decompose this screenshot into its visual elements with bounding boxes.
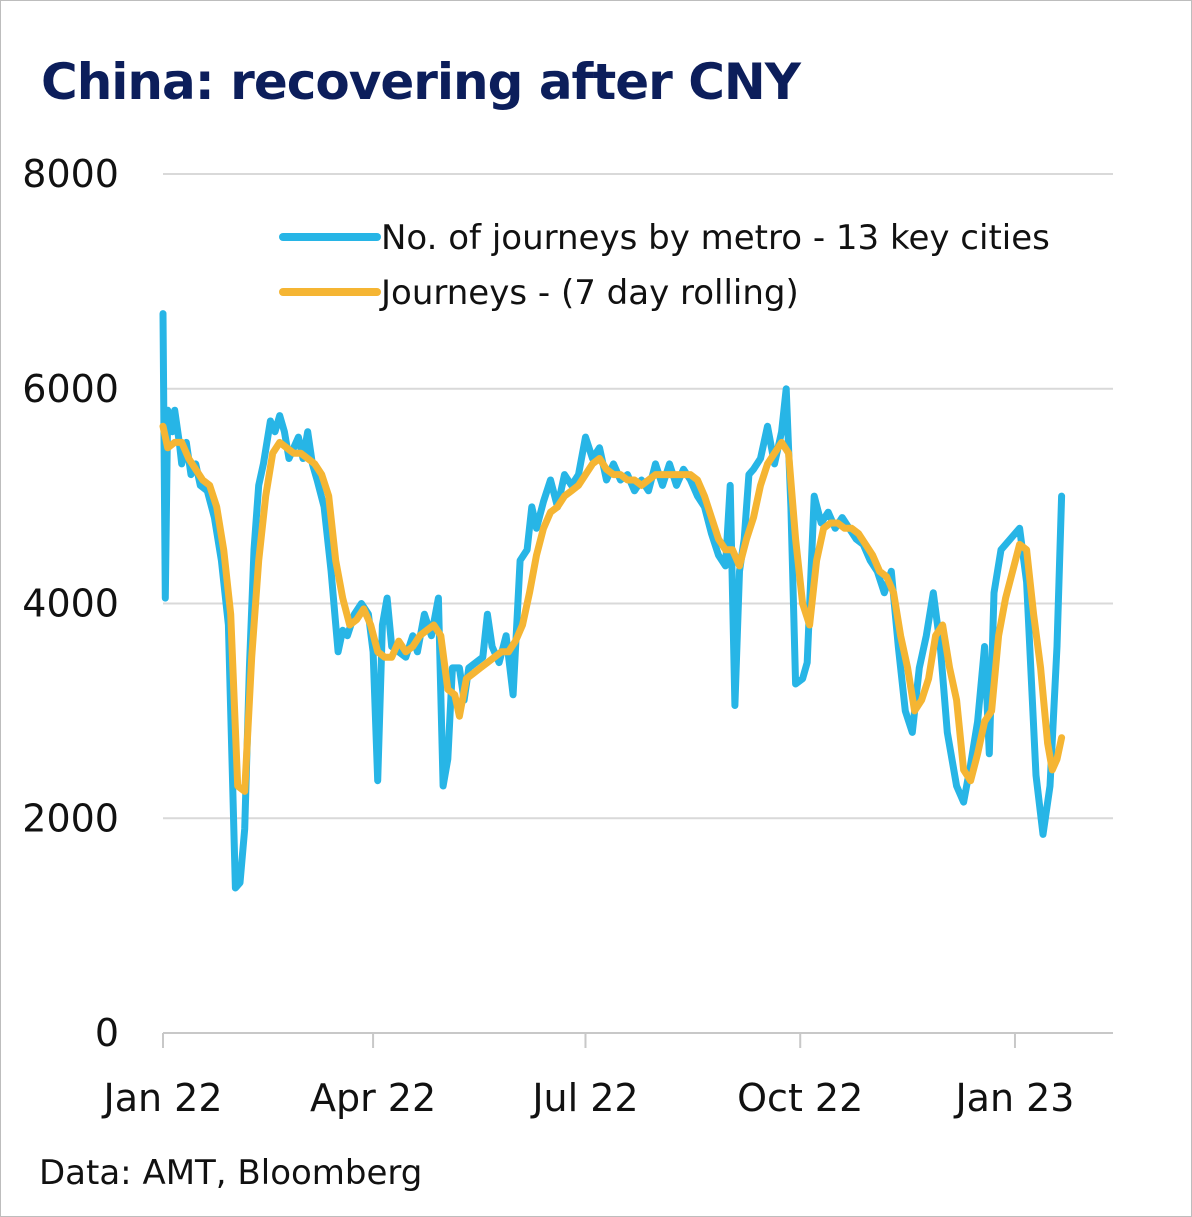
y-tick-label: 0 — [95, 1011, 119, 1055]
legend-label-1: Journeys - (7 day rolling) — [379, 273, 799, 313]
chart-title: China: recovering after CNY — [41, 53, 801, 111]
y-tick-label: 8000 — [22, 152, 119, 196]
x-tick-label: Jan 23 — [953, 1076, 1074, 1120]
x-tick-label: Apr 22 — [310, 1076, 436, 1120]
series-line-0 — [159, 310, 1066, 892]
y-tick-label: 6000 — [22, 367, 119, 411]
y-tick-label: 4000 — [22, 582, 119, 626]
x-tick-label: Jan 22 — [101, 1076, 222, 1120]
y-tick-label: 2000 — [22, 796, 119, 840]
x-tick-label: Oct 22 — [737, 1076, 863, 1120]
x-tick-label: Jul 22 — [530, 1076, 638, 1120]
source-note: Data: AMT, Bloomberg — [39, 1153, 423, 1193]
legend-label-0: No. of journeys by metro - 13 key cities — [381, 218, 1050, 258]
series-line-1 — [159, 422, 1066, 795]
